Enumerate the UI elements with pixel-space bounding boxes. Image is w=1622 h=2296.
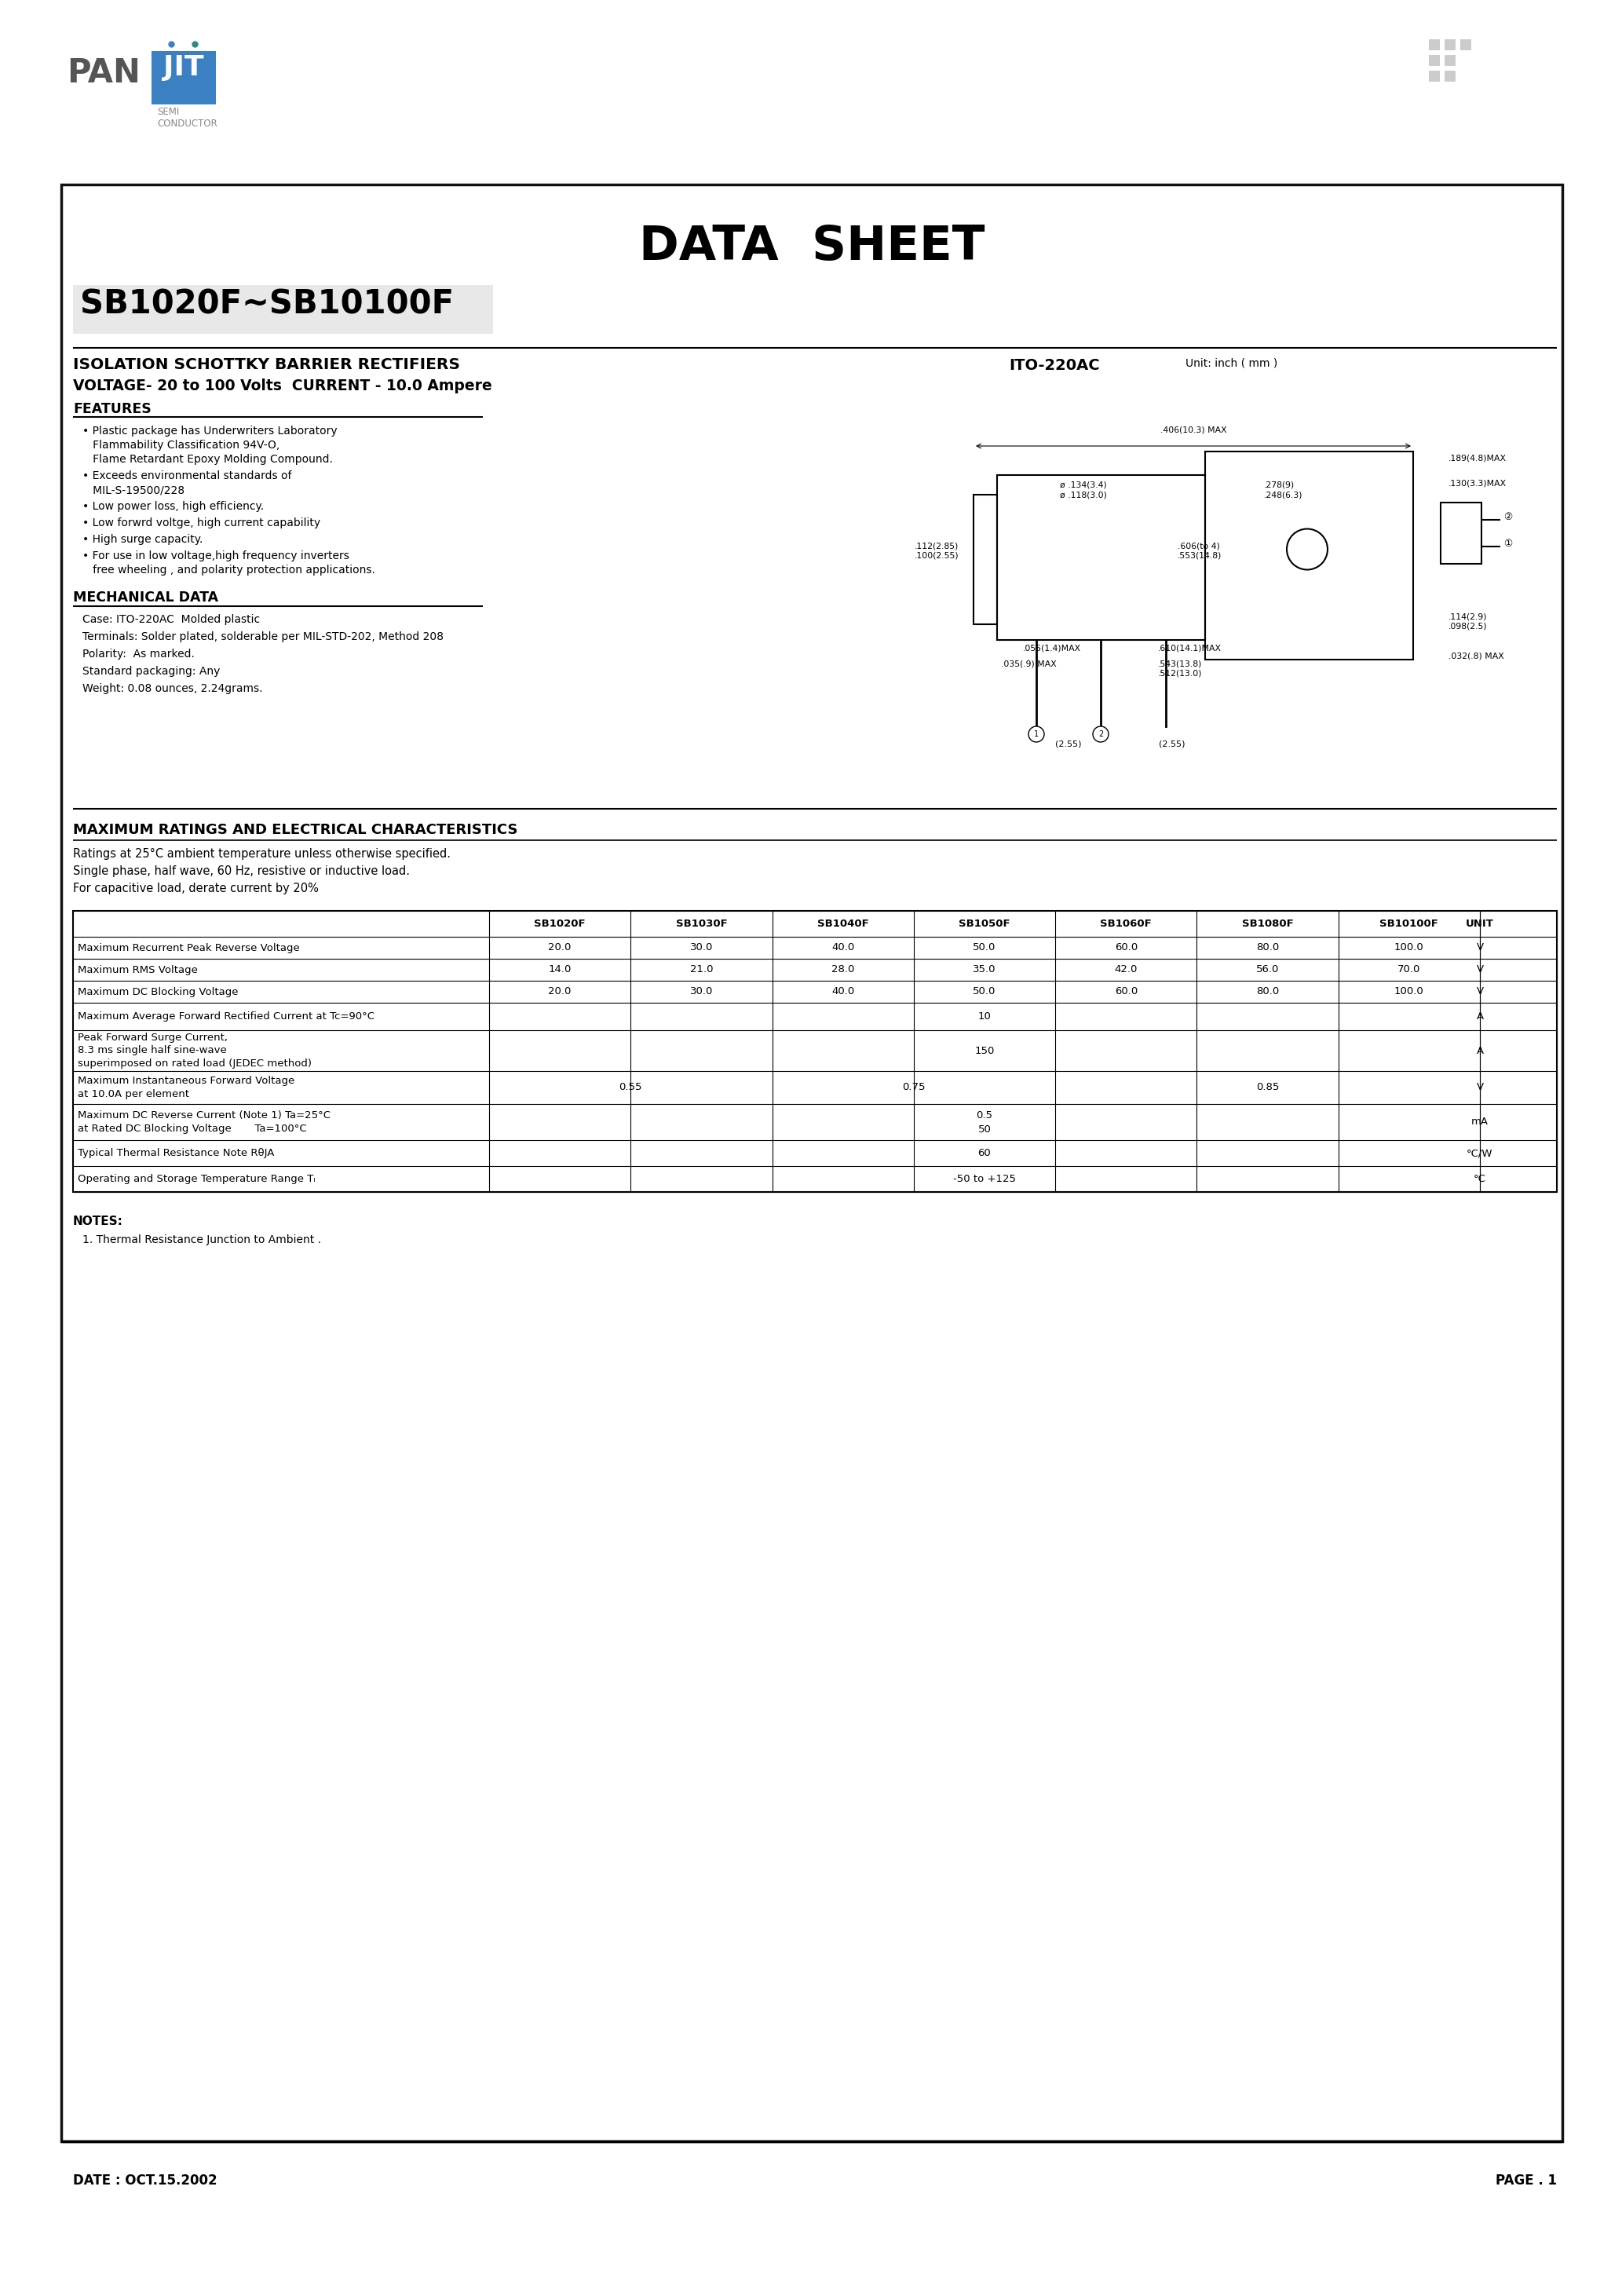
Bar [1429, 71, 1440, 83]
Text: Weight: 0.08 ounces, 2.24grams.: Weight: 0.08 ounces, 2.24grams. [83, 684, 263, 693]
Text: 0.85: 0.85 [1255, 1081, 1280, 1093]
Text: 0.75: 0.75 [902, 1081, 925, 1093]
Bar [1445, 71, 1455, 83]
Text: Flame Retardant Epoxy Molding Compound.: Flame Retardant Epoxy Molding Compound. [83, 455, 333, 464]
Text: SB1050F: SB1050F [959, 918, 1011, 930]
Text: .055(1.4)MAX: .055(1.4)MAX [1023, 643, 1082, 652]
Text: 35.0: 35.0 [973, 964, 996, 976]
Text: 14.0: 14.0 [548, 964, 571, 976]
Text: V: V [1476, 1081, 1484, 1093]
Text: 50.0: 50.0 [973, 987, 996, 996]
Text: Single phase, half wave, 60 Hz, resistive or inductive load.: Single phase, half wave, 60 Hz, resistiv… [73, 866, 410, 877]
Text: 80.0: 80.0 [1255, 987, 1280, 996]
Text: ②: ② [1504, 512, 1512, 521]
Text: Typical Thermal Resistance Note RθJA: Typical Thermal Resistance Note RθJA [78, 1148, 274, 1157]
Bar [1205, 452, 1413, 659]
Text: Maximum Average Forward Rectified Current at Tc=90°C: Maximum Average Forward Rectified Curren… [78, 1010, 375, 1022]
Text: .114(2.9)
.098(2.5): .114(2.9) .098(2.5) [1448, 613, 1487, 629]
Text: MECHANICAL DATA: MECHANICAL DATA [73, 590, 219, 604]
Text: • Low forwrd voltge, high current capability: • Low forwrd voltge, high current capabi… [83, 517, 321, 528]
Text: ITO-220AC: ITO-220AC [1009, 358, 1100, 372]
Text: 30.0: 30.0 [689, 987, 714, 996]
Text: 0.5: 0.5 [976, 1109, 993, 1120]
Text: JIT: JIT [164, 55, 204, 80]
Text: .606(to 4)
.553(14.8): .606(to 4) .553(14.8) [1178, 542, 1221, 560]
Text: • High surge capacity.: • High surge capacity. [83, 535, 203, 544]
Text: Flammability Classification 94V-O,: Flammability Classification 94V-O, [83, 441, 279, 450]
Text: Polarity:  As marked.: Polarity: As marked. [83, 647, 195, 659]
Text: V: V [1476, 944, 1484, 953]
Text: 60.0: 60.0 [1114, 944, 1137, 953]
Text: 100.0: 100.0 [1395, 944, 1424, 953]
Bar [1445, 39, 1455, 51]
Text: 50.0: 50.0 [973, 944, 996, 953]
Bar [973, 494, 998, 625]
Text: SB1080F: SB1080F [1242, 918, 1293, 930]
Text: 40.0: 40.0 [832, 944, 855, 953]
Text: • Exceeds environmental standards of: • Exceeds environmental standards of [83, 471, 292, 482]
Text: ø .134(3.4)
ø .118(3.0): ø .134(3.4) ø .118(3.0) [1059, 482, 1106, 498]
Text: .189(4.8)MAX: .189(4.8)MAX [1448, 455, 1507, 461]
Text: .112(2.85)
.100(2.55): .112(2.85) .100(2.55) [915, 542, 959, 560]
Text: Maximum DC Reverse Current (Note 1) Ta=25°C
at Rated DC Blocking Voltage       T: Maximum DC Reverse Current (Note 1) Ta=2… [78, 1111, 331, 1134]
Text: UNIT: UNIT [1466, 918, 1494, 930]
Text: Maximum Instantaneous Forward Voltage
at 10.0A per element: Maximum Instantaneous Forward Voltage at… [78, 1077, 295, 1100]
Text: SB1020F: SB1020F [534, 918, 586, 930]
Text: • For use in low voltage,high frequency inverters: • For use in low voltage,high frequency … [83, 551, 349, 563]
Text: SB1020F~SB10100F: SB1020F~SB10100F [79, 289, 454, 321]
Text: SB1040F: SB1040F [817, 918, 869, 930]
Text: SB1030F: SB1030F [676, 918, 727, 930]
Text: 1. Thermal Resistance Junction to Ambient .: 1. Thermal Resistance Junction to Ambien… [83, 1235, 321, 1244]
Text: Peak Forward Surge Current,
8.3 ms single half sine-wave
superimposed on rated l: Peak Forward Surge Current, 8.3 ms singl… [78, 1033, 311, 1068]
Text: ISOLATION SCHOTTKY BARRIER RECTIFIERS: ISOLATION SCHOTTKY BARRIER RECTIFIERS [73, 358, 461, 372]
Text: SB10100F: SB10100F [1380, 918, 1439, 930]
Text: -50 to +125: -50 to +125 [954, 1173, 1015, 1185]
Bar [1440, 503, 1481, 565]
Text: FEATURES: FEATURES [73, 402, 151, 416]
Text: A: A [1476, 1045, 1484, 1056]
Text: .035(.9) MAX: .035(.9) MAX [1001, 659, 1056, 668]
Text: Ratings at 25°C ambient temperature unless otherwise specified.: Ratings at 25°C ambient temperature unle… [73, 847, 451, 859]
Text: 28.0: 28.0 [832, 964, 855, 976]
Bar [151, 51, 216, 103]
Text: 30.0: 30.0 [689, 944, 714, 953]
Text: 50: 50 [978, 1125, 991, 1134]
Text: PAGE . 1: PAGE . 1 [1495, 2174, 1557, 2188]
Text: 56.0: 56.0 [1255, 964, 1280, 976]
Text: NOTES:: NOTES: [73, 1215, 123, 1228]
Text: .543(13.8)
.512(13.0): .543(13.8) .512(13.0) [1158, 659, 1202, 677]
Text: °C/W: °C/W [1466, 1148, 1492, 1157]
Text: V: V [1476, 987, 1484, 996]
Text: mA: mA [1471, 1116, 1489, 1127]
Text: .610(14.1)MAX: .610(14.1)MAX [1158, 643, 1221, 652]
Text: SEMI
CONDUCTOR: SEMI CONDUCTOR [157, 108, 217, 129]
Text: ①: ① [1504, 537, 1512, 549]
Text: 0.55: 0.55 [620, 1081, 642, 1093]
Text: Standard packaging: Any: Standard packaging: Any [83, 666, 221, 677]
Text: .032(.8) MAX: .032(.8) MAX [1448, 652, 1504, 659]
Text: Case: ITO-220AC  Molded plastic: Case: ITO-220AC Molded plastic [83, 613, 260, 625]
Text: .130(3.3)MAX: .130(3.3)MAX [1448, 480, 1507, 487]
Text: .278(9)
.248(6.3): .278(9) .248(6.3) [1264, 482, 1302, 498]
Text: free wheeling , and polarity protection applications.: free wheeling , and polarity protection … [83, 565, 375, 576]
Circle shape [1028, 726, 1045, 742]
Text: 80.0: 80.0 [1255, 944, 1280, 953]
Text: 100.0: 100.0 [1395, 987, 1424, 996]
Bar [1445, 55, 1455, 67]
Text: 150: 150 [975, 1045, 994, 1056]
Text: °C: °C [1474, 1173, 1486, 1185]
Text: .406(10.3) MAX: .406(10.3) MAX [1160, 427, 1226, 434]
Text: 40.0: 40.0 [832, 987, 855, 996]
Text: V: V [1476, 964, 1484, 976]
Text: (2.55): (2.55) [1056, 742, 1082, 748]
Text: SB1060F: SB1060F [1100, 918, 1152, 930]
Text: 1: 1 [1033, 730, 1038, 737]
Bar [1429, 39, 1440, 51]
Text: 70.0: 70.0 [1398, 964, 1421, 976]
Text: 2: 2 [1098, 730, 1103, 737]
Bar [62, 184, 1562, 2142]
Text: A: A [1476, 1010, 1484, 1022]
Text: Terminals: Solder plated, solderable per MIL-STD-202, Method 208: Terminals: Solder plated, solderable per… [83, 631, 443, 643]
Circle shape [1286, 528, 1327, 569]
Text: MAXIMUM RATINGS AND ELECTRICAL CHARACTERISTICS: MAXIMUM RATINGS AND ELECTRICAL CHARACTER… [73, 822, 517, 838]
